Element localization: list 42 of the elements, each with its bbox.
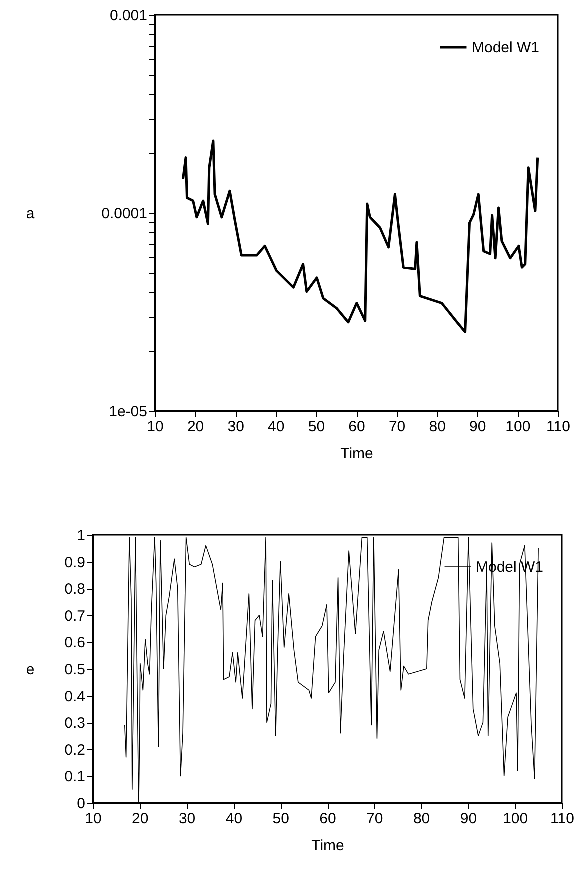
x-tick-label: 10 bbox=[85, 810, 102, 828]
y-tick-label: 0 bbox=[77, 796, 86, 812]
y-tick-label: 0.9 bbox=[64, 554, 86, 572]
y-tick-label: 0.1 bbox=[64, 768, 86, 786]
x-tick-label: 110 bbox=[546, 418, 570, 436]
y-axis-title: e bbox=[26, 662, 35, 678]
y-axis-title: a bbox=[26, 206, 36, 222]
x-tick-label: 60 bbox=[320, 810, 336, 828]
x-tick-label: 40 bbox=[268, 418, 285, 436]
x-tick-label: 110 bbox=[550, 810, 574, 828]
y-tick-label: 0.2 bbox=[64, 742, 86, 759]
x-tick-label: 50 bbox=[272, 810, 290, 828]
y-tick-label: 0.0001 bbox=[102, 206, 148, 222]
x-tick-label: 80 bbox=[413, 810, 430, 828]
x-tick-label: 100 bbox=[506, 418, 531, 436]
x-tick-label: 20 bbox=[187, 418, 204, 436]
x-tick-label: 30 bbox=[228, 418, 244, 436]
y-tick-label: 1 bbox=[77, 528, 86, 544]
y-tick-label: 0.8 bbox=[64, 581, 86, 598]
legend-label: Model W1 bbox=[472, 40, 540, 56]
x-tick-label: 20 bbox=[132, 810, 149, 828]
x-tick-label: 60 bbox=[348, 418, 366, 436]
x-axis-title: Time bbox=[312, 838, 344, 854]
y-tick-label: 0.3 bbox=[64, 715, 86, 732]
y-tick-label: 0.5 bbox=[64, 662, 86, 678]
x-tick-label: 50 bbox=[308, 418, 326, 436]
x-tick-label: 30 bbox=[178, 810, 196, 828]
x-tick-label: 40 bbox=[226, 810, 243, 828]
x-tick-label: 70 bbox=[366, 810, 384, 828]
y-tick-label: 1e-05 bbox=[109, 404, 148, 420]
x-tick-label: 80 bbox=[429, 418, 446, 436]
x-tick-label: 70 bbox=[388, 418, 406, 436]
x-tick-label: 90 bbox=[460, 810, 478, 828]
y-tick-label: 0.001 bbox=[110, 8, 148, 24]
x-tick-label: 100 bbox=[503, 810, 528, 828]
x-tick-label: 10 bbox=[147, 418, 164, 436]
line-series bbox=[182, 140, 540, 334]
x-tick-label: 90 bbox=[470, 418, 486, 436]
y-tick-label: 0.7 bbox=[64, 608, 86, 625]
y-tick-label: 0.4 bbox=[64, 688, 86, 706]
y-tick-label: 0.6 bbox=[64, 634, 86, 652]
x-axis-title: Time bbox=[340, 446, 374, 462]
